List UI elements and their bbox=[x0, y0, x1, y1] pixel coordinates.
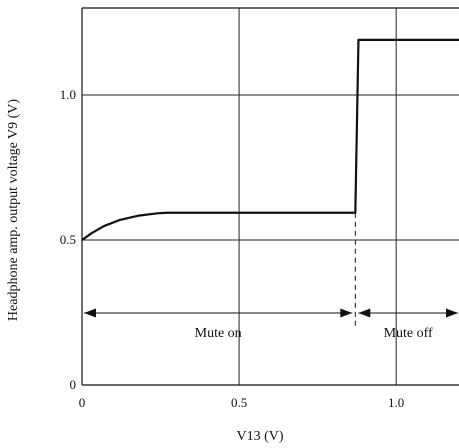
x-tick-label: 0.5 bbox=[231, 395, 247, 410]
x-tick-label: 0 bbox=[79, 395, 86, 410]
tick-labels: 0 0.5 1.0 0 0.5 1.0 bbox=[60, 87, 405, 410]
plot-frame bbox=[81, 7, 459, 386]
mute-off-annotation: Mute off bbox=[358, 308, 458, 341]
x-tick-label: 1.0 bbox=[388, 395, 404, 410]
arrowhead bbox=[340, 308, 353, 318]
annotation-label: Mute off bbox=[384, 326, 433, 341]
series bbox=[81, 38, 459, 241]
y-axis-label: Headphone amp. output voltage V9 (V) bbox=[6, 99, 21, 321]
y-tick-label: 1.0 bbox=[60, 87, 76, 102]
annotations: Mute on Mute off bbox=[84, 212, 458, 341]
annotation-label: Mute on bbox=[195, 326, 242, 341]
arrowhead bbox=[446, 308, 458, 318]
x-axis-label: V13 (V) bbox=[236, 429, 283, 444]
y-tick-label: 0.5 bbox=[60, 232, 76, 247]
series-line bbox=[81, 38, 459, 241]
mute-on-annotation: Mute on bbox=[84, 308, 353, 341]
arrowhead bbox=[358, 308, 371, 318]
y-tick-label: 0 bbox=[70, 377, 77, 392]
arrowhead bbox=[84, 308, 96, 318]
grid bbox=[82, 8, 459, 385]
